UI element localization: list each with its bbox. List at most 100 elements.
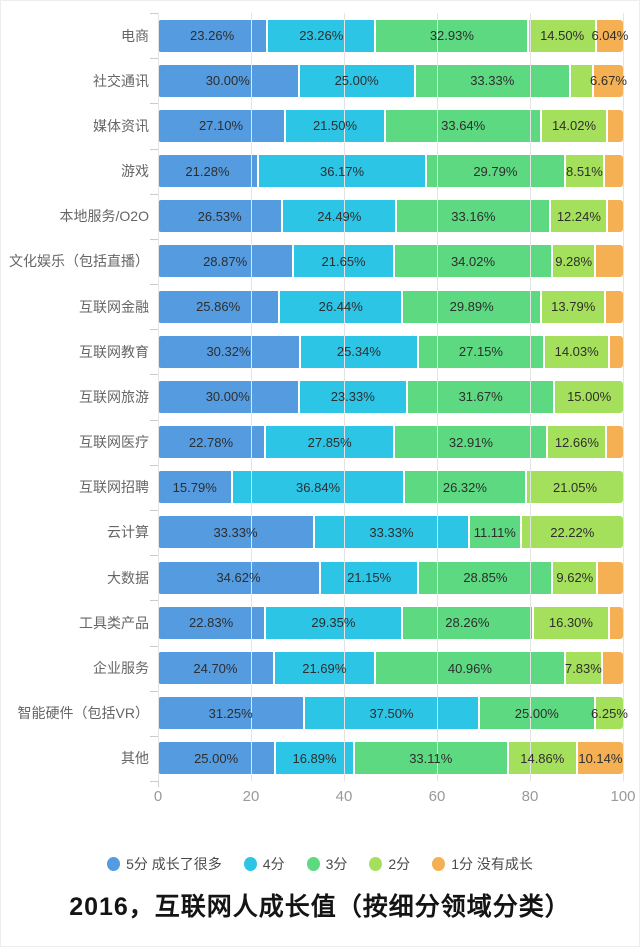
bar-segment: 9.62% [551,561,597,594]
bar-segment: 28.85% [417,561,552,594]
gridline [251,13,252,782]
y-axis-tick [150,645,158,647]
bar-segment: 23.33% [297,380,406,413]
bar-segment: 40.96% [373,652,565,685]
bar-segment: 33.11% [352,742,507,775]
category-label: 企业服务 [93,660,149,677]
bar-segment-label: 27.10% [198,118,244,134]
y-axis-tick [150,103,158,105]
bar-segment-label: 6.25% [591,705,628,721]
bar-segment [606,200,623,233]
category-label: 电商 [121,27,149,44]
bar-segment [594,245,623,278]
bar-segment: 30.00% [158,380,298,413]
bar-segment [596,561,623,594]
bar-segment-label: 37.50% [369,705,414,721]
bar-segment-label: 7.83% [564,660,602,676]
x-axis-label: 80 [521,788,539,805]
category-label: 互联网招聘 [79,479,149,496]
bar-row: 30.00% 23.33% 31.67% 15.00% [158,380,623,413]
bar-segment-label: 9.62% [556,570,594,586]
bar-segment: 8.51% [563,155,604,188]
bar-segment: 11.11% [467,516,520,549]
bar-segment-label: 33.33% [369,524,414,540]
x-axis-origin-tick [158,781,159,788]
bar-segment-label: 28.26% [445,615,490,631]
bar-segment: 16.30% [532,606,608,639]
bar-segment: 22.22% [519,516,623,549]
bar-segment: 21.05% [525,471,623,504]
bar-row: 34.62% 21.15% 28.85% 9.62% [158,561,623,594]
bar-segment: 22.83% [158,606,265,639]
bar-segment: 32.93% [374,19,528,52]
bar-segment: 33.33% [413,64,569,97]
bar-row: 15.79% 36.84% 26.32% 21.05% [158,471,623,504]
bar-segment: 27.85% [263,426,394,459]
bar-segment-label: 33.64% [441,118,486,134]
bar-segment: 21.15% [318,561,418,594]
bar-segment: 33.16% [395,200,550,233]
legend-item: 3分 [306,854,347,874]
bar-segment-label: 8.51% [565,163,603,179]
bar-segment-label: 32.91% [448,434,493,450]
bar-segment-label: 21.05% [552,479,598,495]
category-label: 社交通讯 [93,72,149,89]
bar-segment: 14.50% [527,19,595,52]
bar-segment: 33.64% [383,109,541,142]
y-axis-tick [150,148,158,150]
bar-segment: 30.00% [158,64,298,97]
bar-segment: 26.53% [158,200,282,233]
gridline [530,13,531,782]
bar-segment: 37.50% [303,697,478,730]
category-label: 本地服务/O2O [59,208,149,225]
gridline [623,13,624,782]
bar-segment-label: 28.87% [203,253,248,269]
bar-segment: 25.00% [158,742,275,775]
bar-segment: 28.87% [158,245,293,278]
bar-segment-label: 23.26% [190,28,235,43]
bar-segment-label: 29.35% [311,615,356,631]
bar-row: 30.00% 25.00% 33.33% 6.67% [158,64,627,97]
bar-segment-label: 23.26% [299,28,344,43]
category-label: 大数据 [107,569,149,586]
x-axis-label: 0 [153,788,163,805]
bar-segment: 7.83% [564,652,602,685]
bar-row: 30.32% 25.34% 27.15% 14.03% [158,335,623,368]
bar-segment: 6.67% [590,64,627,97]
y-axis-tick [150,781,158,783]
legend-dot [432,857,446,871]
category-label: 智能硬件（包括VR） [17,705,149,722]
bar-segment: 14.02% [540,109,606,142]
legend: 5分 成长了很多 4分 3分 2分 1分 没有成长 [1,854,639,874]
bar-segment-label: 26.53% [197,208,242,224]
bar-segment [605,426,623,459]
bar-segment-label: 26.44% [318,299,363,315]
bar-segment-label: 25.34% [336,344,381,360]
bar-segment: 25.00% [477,697,594,730]
bar-row: 31.25% 37.50% 25.00% 6.25% [158,697,628,730]
bar-segment: 29.89% [401,290,541,323]
bar-segment: 25.86% [158,290,279,323]
bar-segment-label: 24.70% [193,660,238,676]
legend-label: 2分 [388,856,411,872]
legend-label: 5分 成长了很多 [126,856,222,872]
y-axis-tick [150,419,158,421]
bar-segment [568,64,592,97]
bar-segment: 26.32% [402,471,526,504]
bar-segment-label: 16.89% [292,750,337,766]
legend-item: 5分 成长了很多 [107,854,222,874]
bar-segment-label: 22.22% [550,524,595,540]
bar-segment: 21.69% [272,652,374,685]
legend-label: 4分 [262,856,285,872]
bar-segment [604,290,623,323]
y-axis-tick [150,690,158,692]
bar-segment-label: 40.96% [447,660,492,676]
bar-segment-label: 6.67% [590,73,627,89]
bar-segment-label: 33.33% [213,524,258,540]
bar-segment: 13.79% [540,290,605,323]
bar-segment: 36.17% [256,155,426,188]
bar-row: 25.00% 16.89% 33.11% 14.86% 10.14% [158,742,623,775]
bar-segment-label: 21.50% [312,118,358,134]
bar-segment: 31.25% [158,697,304,730]
